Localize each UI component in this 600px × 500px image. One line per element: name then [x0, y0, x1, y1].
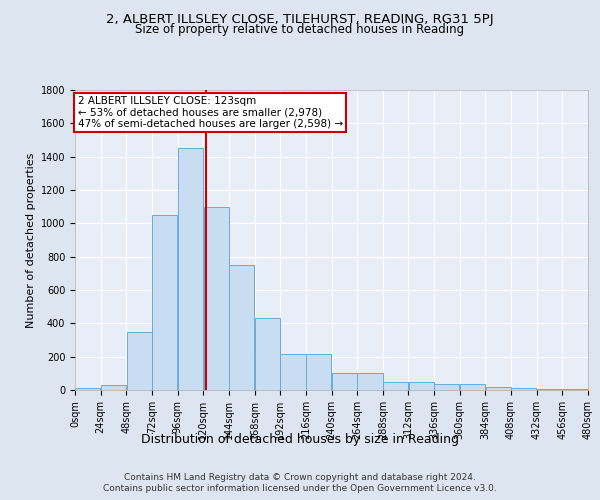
Bar — [511, 388, 536, 390]
Bar — [485, 386, 511, 390]
Text: 2 ALBERT ILLSLEY CLOSE: 123sqm
← 53% of detached houses are smaller (2,978)
47% : 2 ALBERT ILLSLEY CLOSE: 123sqm ← 53% of … — [77, 96, 343, 129]
Text: Contains HM Land Registry data © Crown copyright and database right 2024.: Contains HM Land Registry data © Crown c… — [124, 472, 476, 482]
Bar — [152, 215, 178, 390]
Bar — [75, 388, 100, 390]
Bar — [434, 384, 460, 390]
Bar — [280, 354, 305, 390]
Bar — [229, 265, 254, 390]
Bar — [255, 318, 280, 390]
Text: Distribution of detached houses by size in Reading: Distribution of detached houses by size … — [141, 432, 459, 446]
Bar — [563, 389, 588, 390]
Bar — [332, 374, 357, 390]
Bar — [101, 385, 126, 390]
Bar — [306, 354, 331, 390]
Bar — [178, 148, 203, 390]
Bar — [358, 374, 383, 390]
Bar — [383, 382, 408, 390]
Text: 2, ALBERT ILLSLEY CLOSE, TILEHURST, READING, RG31 5PJ: 2, ALBERT ILLSLEY CLOSE, TILEHURST, READ… — [106, 12, 494, 26]
Text: Size of property relative to detached houses in Reading: Size of property relative to detached ho… — [136, 22, 464, 36]
Bar — [203, 206, 229, 390]
Text: Contains public sector information licensed under the Open Government Licence v3: Contains public sector information licen… — [103, 484, 497, 493]
Bar — [460, 384, 485, 390]
Bar — [127, 332, 152, 390]
Y-axis label: Number of detached properties: Number of detached properties — [26, 152, 37, 328]
Bar — [537, 389, 562, 390]
Bar — [409, 382, 434, 390]
